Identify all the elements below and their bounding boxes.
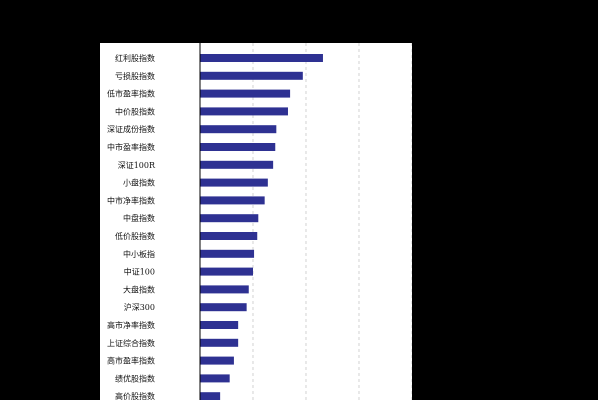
bar-9 [200, 214, 259, 223]
bar-7 [200, 178, 268, 187]
bar-17 [200, 356, 234, 365]
bar-16 [200, 338, 239, 347]
bar-18 [200, 374, 230, 383]
bar-6 [200, 160, 274, 169]
bar-12 [200, 267, 253, 276]
bar-8 [200, 196, 265, 205]
category-label-3: 中价股指数 [115, 106, 155, 116]
category-label-11: 中小板指 [123, 249, 155, 259]
category-label-6: 深证100R [118, 161, 156, 170]
bar-13 [200, 285, 249, 294]
category-label-17: 高市盈率指数 [107, 356, 155, 366]
bar-4 [200, 125, 277, 134]
bars [200, 54, 323, 400]
category-label-10: 低价股指数 [115, 231, 155, 241]
bar-15 [200, 321, 239, 329]
bar-14 [200, 303, 247, 312]
category-label-5: 中市盈率指数 [107, 142, 155, 152]
category-label-14: 沪深300 [124, 302, 155, 312]
category-label-4: 深证成份指数 [107, 124, 155, 134]
category-label-15: 高市净率指数 [107, 320, 155, 330]
bar-10 [200, 232, 258, 240]
bar-19 [200, 392, 221, 400]
category-label-2: 低市盈率指数 [107, 89, 155, 99]
bar-5 [200, 143, 276, 151]
category-label-16: 上证综合指数 [107, 338, 155, 348]
category-label-19: 高价股指数 [115, 391, 155, 400]
chart-panel: 红利股指数亏损股指数低市盈率指数中价股指数深证成份指数 中市盈率指数深证100R 小… [100, 43, 412, 400]
category-label-0: 红利股指数 [115, 53, 155, 63]
category-label-12: 中证100 [124, 267, 155, 277]
bar-2 [200, 89, 291, 98]
bar-0 [200, 54, 323, 62]
bar-11 [200, 249, 255, 258]
category-label-7: 小盘指数 [123, 178, 155, 188]
category-label-8: 中市净率指数 [107, 195, 155, 205]
category-label-9: 中盘指数 [123, 213, 155, 223]
category-label-13: 大盘指数 [123, 284, 155, 294]
category-label-18: 绩优股指数 [115, 373, 155, 383]
bar-1 [200, 71, 303, 80]
category-label-1: 亏损股指数 [115, 71, 155, 81]
bar-3 [200, 107, 288, 116]
